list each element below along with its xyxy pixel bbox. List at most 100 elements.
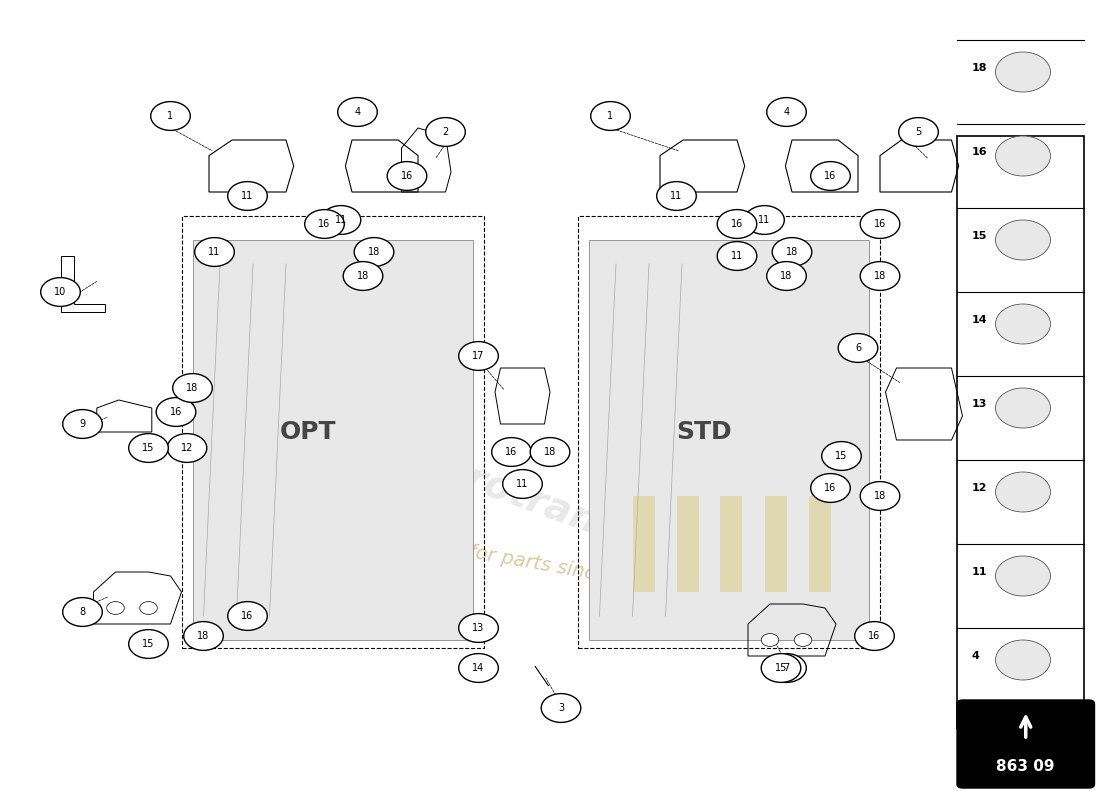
Text: 4: 4 xyxy=(971,651,979,661)
Circle shape xyxy=(426,118,465,146)
Circle shape xyxy=(140,602,157,614)
Bar xyxy=(588,240,869,640)
Text: 15: 15 xyxy=(142,639,155,649)
Text: 18: 18 xyxy=(785,247,799,257)
Circle shape xyxy=(860,482,900,510)
Text: 16: 16 xyxy=(730,219,744,229)
Bar xyxy=(192,240,473,640)
Text: 16: 16 xyxy=(169,407,183,417)
Circle shape xyxy=(338,98,377,126)
Circle shape xyxy=(195,238,234,266)
Circle shape xyxy=(717,210,757,238)
Text: 1: 1 xyxy=(607,111,614,121)
Circle shape xyxy=(459,654,498,682)
Circle shape xyxy=(811,474,850,502)
Bar xyxy=(578,216,880,648)
Text: 11: 11 xyxy=(971,567,987,577)
Circle shape xyxy=(41,278,80,306)
Text: 3: 3 xyxy=(558,703,564,713)
Circle shape xyxy=(860,262,900,290)
Text: 6: 6 xyxy=(855,343,861,353)
Circle shape xyxy=(767,654,806,682)
Text: 16: 16 xyxy=(824,171,837,181)
Text: 5: 5 xyxy=(915,127,922,137)
Text: 18: 18 xyxy=(971,63,987,73)
Text: 11: 11 xyxy=(241,191,254,201)
Text: 863 09: 863 09 xyxy=(997,759,1055,774)
Text: 18: 18 xyxy=(780,271,793,281)
Text: 16: 16 xyxy=(971,147,987,157)
Circle shape xyxy=(167,434,207,462)
Circle shape xyxy=(156,398,196,426)
Circle shape xyxy=(107,602,124,614)
FancyBboxPatch shape xyxy=(957,700,1094,788)
Text: 18: 18 xyxy=(367,247,381,257)
Circle shape xyxy=(996,304,1050,344)
Bar xyxy=(957,136,1084,728)
Circle shape xyxy=(63,410,102,438)
Circle shape xyxy=(996,388,1050,428)
Text: 15: 15 xyxy=(142,443,155,453)
Circle shape xyxy=(503,470,542,498)
Circle shape xyxy=(492,438,531,466)
Circle shape xyxy=(996,136,1050,176)
Circle shape xyxy=(305,210,344,238)
Circle shape xyxy=(321,206,361,234)
Circle shape xyxy=(899,118,938,146)
Circle shape xyxy=(459,342,498,370)
Text: 11: 11 xyxy=(516,479,529,489)
Text: 17: 17 xyxy=(472,351,485,361)
Text: 4: 4 xyxy=(354,107,361,117)
Text: 16: 16 xyxy=(873,219,887,229)
Circle shape xyxy=(591,102,630,130)
Circle shape xyxy=(996,556,1050,596)
Text: 12: 12 xyxy=(180,443,194,453)
Text: 18: 18 xyxy=(356,271,370,281)
Bar xyxy=(720,496,742,592)
Text: 10: 10 xyxy=(54,287,67,297)
Circle shape xyxy=(343,262,383,290)
Circle shape xyxy=(794,634,812,646)
Text: 15: 15 xyxy=(835,451,848,461)
Circle shape xyxy=(129,434,168,462)
Text: 11: 11 xyxy=(334,215,348,225)
Text: 2: 2 xyxy=(442,127,449,137)
Circle shape xyxy=(767,98,806,126)
Circle shape xyxy=(657,182,696,210)
Text: 8: 8 xyxy=(79,607,86,617)
Circle shape xyxy=(173,374,212,402)
Text: 11: 11 xyxy=(758,215,771,225)
Circle shape xyxy=(838,334,878,362)
Circle shape xyxy=(354,238,394,266)
Text: 11: 11 xyxy=(730,251,744,261)
Text: 16: 16 xyxy=(824,483,837,493)
Text: 16: 16 xyxy=(868,631,881,641)
Circle shape xyxy=(63,598,102,626)
Text: 4: 4 xyxy=(783,107,790,117)
Text: 1: 1 xyxy=(167,111,174,121)
Circle shape xyxy=(767,262,806,290)
Text: 13: 13 xyxy=(971,399,987,409)
Text: 14: 14 xyxy=(971,315,987,325)
Circle shape xyxy=(387,162,427,190)
Text: 18: 18 xyxy=(197,631,210,641)
Text: 16: 16 xyxy=(400,171,414,181)
Circle shape xyxy=(855,622,894,650)
Text: 16: 16 xyxy=(505,447,518,457)
Text: 18: 18 xyxy=(186,383,199,393)
Circle shape xyxy=(772,238,812,266)
Text: STD: STD xyxy=(676,420,732,444)
Bar xyxy=(808,496,830,592)
Circle shape xyxy=(228,182,267,210)
Text: 13: 13 xyxy=(472,623,485,633)
Circle shape xyxy=(129,630,168,658)
Text: 14: 14 xyxy=(472,663,485,673)
Text: 16: 16 xyxy=(241,611,254,621)
Circle shape xyxy=(541,694,581,722)
Circle shape xyxy=(530,438,570,466)
Text: 11: 11 xyxy=(208,247,221,257)
Text: OPT: OPT xyxy=(279,420,337,444)
Circle shape xyxy=(996,472,1050,512)
Text: 18: 18 xyxy=(873,271,887,281)
Text: 18: 18 xyxy=(873,491,887,501)
